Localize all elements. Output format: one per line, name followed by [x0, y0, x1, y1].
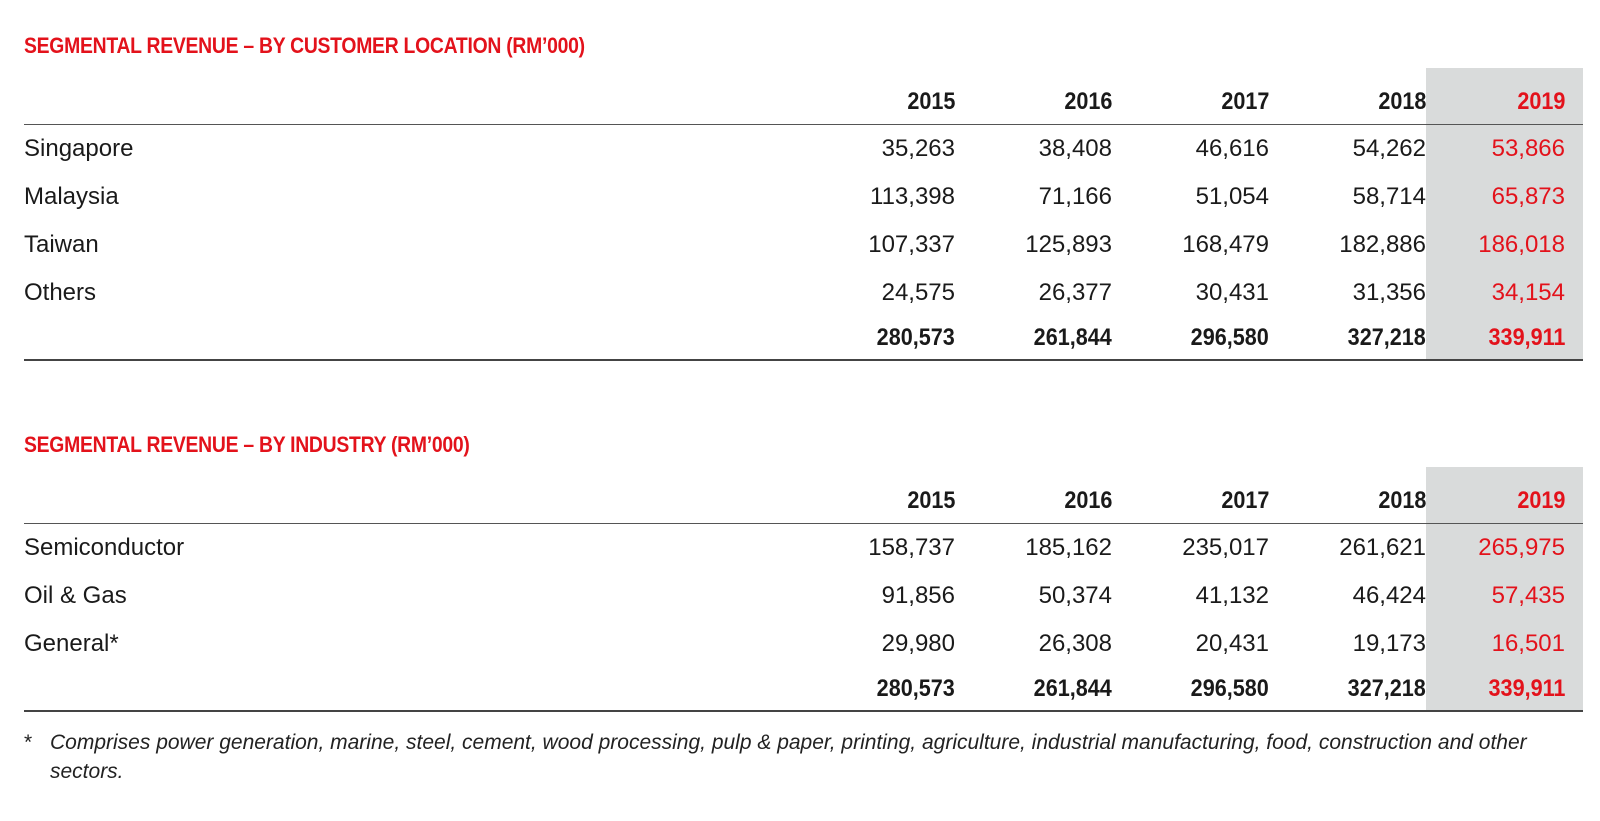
row-label: Malaysia [24, 183, 119, 210]
total-label [24, 668, 798, 712]
header-label [24, 467, 798, 524]
segment-table: 2015 2016 2017 2018 2019 Singapore 35,26… [24, 68, 1583, 361]
cell-value: 31,356 [1352, 279, 1426, 306]
total-row: 280,573 261,844 296,580 327,218 339,911 [24, 317, 1583, 361]
total-value-highlight: 339,911 [1426, 317, 1583, 361]
column-header-highlight: 2019 [1426, 68, 1583, 125]
column-header-highlight: 2019 [1426, 467, 1583, 524]
footnote: * Comprises power generation, marine, st… [24, 728, 1564, 786]
cell-value: 125,893 [1025, 231, 1112, 258]
total-value: 327,218 [1269, 668, 1426, 712]
total-row: 280,573 261,844 296,580 327,218 339,911 [24, 668, 1583, 712]
row-label: Taiwan [24, 231, 99, 258]
total-label [24, 317, 798, 361]
table-row: Taiwan 107,337 125,893 168,479 182,886 1… [24, 221, 1583, 269]
cell-value-highlight: 53,866 [1426, 124, 1583, 173]
table-title: SEGMENTAL REVENUE – BY INDUSTRY (RM’000) [24, 432, 470, 457]
footnote-marker: * [24, 731, 33, 754]
table-row: Singapore 35,263 38,408 46,616 54,262 53… [24, 124, 1583, 173]
table-row: Oil & Gas 91,856 50,374 41,132 46,424 57… [24, 572, 1583, 620]
cell-value: 46,616 [1195, 135, 1269, 162]
cell-value: 41,132 [1195, 582, 1269, 609]
column-header: 2015 [798, 68, 955, 125]
total-value: 327,218 [1269, 317, 1426, 361]
cell-value: 58,714 [1352, 183, 1426, 210]
total-value: 280,573 [798, 668, 955, 712]
cell-value: 26,308 [1038, 630, 1112, 657]
column-header: 2016 [955, 68, 1112, 125]
cell-value: 261,621 [1339, 534, 1426, 561]
total-value: 261,844 [955, 668, 1112, 712]
total-value: 261,844 [955, 317, 1112, 361]
total-value: 280,573 [798, 317, 955, 361]
cell-value: 19,173 [1352, 630, 1426, 657]
table-section-industry: SEGMENTAL REVENUE – BY INDUSTRY (RM’000)… [24, 429, 1583, 712]
cell-value: 29,980 [881, 630, 955, 657]
cell-value: 46,424 [1352, 582, 1426, 609]
column-header: 2018 [1269, 68, 1426, 125]
total-value: 296,580 [1112, 317, 1269, 361]
cell-value: 24,575 [881, 279, 955, 306]
cell-value: 38,408 [1038, 135, 1112, 162]
cell-value-highlight: 65,873 [1426, 173, 1583, 221]
cell-value-highlight: 265,975 [1426, 523, 1583, 572]
cell-value: 107,337 [868, 231, 955, 258]
table-title: SEGMENTAL REVENUE – BY CUSTOMER LOCATION… [24, 33, 585, 58]
cell-value: 30,431 [1195, 279, 1269, 306]
cell-value: 20,431 [1195, 630, 1269, 657]
column-header: 2015 [798, 467, 955, 524]
table-section-customer-location: SEGMENTAL REVENUE – BY CUSTOMER LOCATION… [24, 30, 1583, 361]
cell-value: 113,398 [870, 183, 955, 210]
header-label [24, 68, 798, 125]
table-row: Others 24,575 26,377 30,431 31,356 34,15… [24, 269, 1583, 317]
column-header: 2016 [955, 467, 1112, 524]
column-header: 2018 [1269, 467, 1426, 524]
cell-value: 91,856 [881, 582, 955, 609]
column-header: 2017 [1112, 467, 1269, 524]
header-row: 2015 2016 2017 2018 2019 [24, 68, 1583, 125]
footnote-text: Comprises power generation, marine, stee… [50, 731, 1527, 783]
table-row: Semiconductor 158,737 185,162 235,017 26… [24, 523, 1583, 572]
header-row: 2015 2016 2017 2018 2019 [24, 467, 1583, 524]
cell-value: 182,886 [1339, 231, 1426, 258]
cell-value: 71,166 [1038, 183, 1112, 210]
column-header: 2017 [1112, 68, 1269, 125]
cell-value: 54,262 [1352, 135, 1426, 162]
cell-value: 158,737 [868, 534, 955, 561]
cell-value: 185,162 [1025, 534, 1112, 561]
row-label: Singapore [24, 135, 134, 162]
cell-value: 51,054 [1195, 183, 1269, 210]
total-value-highlight: 339,911 [1426, 668, 1583, 712]
row-label: Semiconductor [24, 534, 185, 561]
cell-value-highlight: 34,154 [1426, 269, 1583, 317]
row-label: Oil & Gas [24, 582, 127, 609]
cell-value: 35,263 [881, 135, 955, 162]
cell-value-highlight: 57,435 [1426, 572, 1583, 620]
table-row: Malaysia 113,398 71,166 51,054 58,714 65… [24, 173, 1583, 221]
cell-value: 235,017 [1182, 534, 1269, 561]
table-row: General* 29,980 26,308 20,431 19,173 16,… [24, 620, 1583, 668]
cell-value: 26,377 [1038, 279, 1112, 306]
segment-table: 2015 2016 2017 2018 2019 Semiconductor 1… [24, 467, 1583, 712]
cell-value-highlight: 186,018 [1426, 221, 1583, 269]
row-label: General* [24, 630, 119, 657]
cell-value-highlight: 16,501 [1426, 620, 1583, 668]
total-value: 296,580 [1112, 668, 1269, 712]
cell-value: 50,374 [1038, 582, 1112, 609]
cell-value: 168,479 [1182, 231, 1269, 258]
row-label: Others [24, 279, 97, 306]
